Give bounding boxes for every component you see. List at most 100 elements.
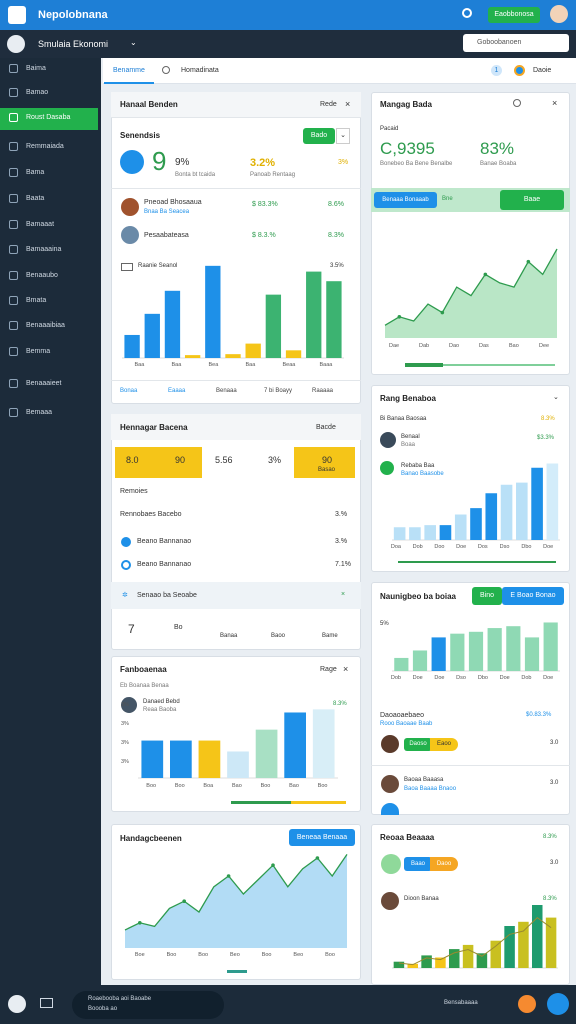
sidebar-item[interactable]: Bamaaaina (26, 246, 62, 253)
caption: Panoab Rentaag (250, 172, 296, 178)
x-tick-label: Boo (198, 952, 209, 958)
bottom-icon[interactable] (547, 993, 569, 1015)
x-tick-label: Boo (260, 783, 271, 789)
x-tick-label: Dob (521, 675, 532, 681)
workspace[interactable]: Smulaia Ekonomi (38, 39, 109, 49)
mail-icon[interactable] (40, 998, 53, 1008)
sidebar-item[interactable]: Bamao (26, 89, 49, 96)
pill[interactable]: Daoso (404, 738, 432, 751)
x-tick-label: Dso (499, 544, 510, 550)
icon-value: 7 (128, 622, 135, 636)
icon-label[interactable]: Banaa (220, 633, 238, 639)
strip-button[interactable]: Benaaa Bonaaab (374, 192, 437, 208)
sidebar-item[interactable]: Bemaaa (26, 409, 53, 416)
x-tick-label: Dbo (521, 544, 532, 550)
stat: 9% (175, 157, 190, 168)
tab[interactable]: Homadinata (181, 67, 219, 74)
pill[interactable]: Baao (404, 857, 432, 871)
search-input[interactable]: Goboobanoen (463, 34, 569, 52)
sidebar-icon (9, 271, 18, 280)
row-value: $3.3% (537, 435, 555, 441)
x-tick-label: Doe (499, 675, 510, 681)
sidebar-item[interactable]: Bama (26, 169, 45, 176)
bar (393, 527, 406, 540)
header-button[interactable]: Eaobbonosa (488, 7, 540, 23)
icon-label[interactable]: Bame (322, 633, 338, 639)
avatar (121, 697, 137, 713)
dropdown[interactable]: ⌄ (336, 128, 350, 144)
button[interactable]: Beneaa Benaaa (289, 829, 355, 846)
bar (409, 527, 421, 540)
bar-chart (392, 905, 558, 969)
pill[interactable]: Eaoo (430, 738, 458, 751)
bottom-icon[interactable] (8, 995, 26, 1013)
sidebar-item[interactable]: Benaaubo (26, 272, 58, 279)
sidebar-item[interactable]: Remmaiada (26, 143, 64, 150)
sidebar-icon (9, 168, 18, 177)
close[interactable]: × (343, 664, 349, 674)
bar (454, 514, 467, 540)
bar (312, 709, 335, 778)
x-tick-label: Dos (477, 544, 488, 550)
panel (371, 582, 570, 815)
tab-right[interactable]: Daoie (533, 67, 552, 74)
sidebar-item[interactable]: Bamaaat (26, 221, 55, 228)
button[interactable]: Bino (472, 587, 502, 605)
search[interactable] (513, 99, 521, 107)
tab[interactable]: Benamme (113, 67, 145, 74)
sidebar-item[interactable]: Roust Dasaba (26, 114, 71, 121)
bar (225, 354, 241, 358)
bar (516, 482, 528, 540)
bar (265, 294, 282, 358)
sidebar-icon (9, 113, 18, 122)
bottom-icon[interactable] (518, 995, 536, 1013)
panel-action[interactable]: Rede (320, 101, 337, 108)
caret[interactable]: ⌄ (130, 38, 137, 47)
point (397, 315, 402, 319)
footer-close[interactable]: × (341, 591, 346, 598)
icon-label[interactable]: Baoo (271, 633, 286, 639)
sidebar-icon (9, 64, 18, 73)
close[interactable]: × (552, 98, 558, 108)
pill[interactable]: Daoo (430, 857, 458, 871)
avatar[interactable] (550, 5, 568, 23)
search-icon[interactable] (462, 8, 472, 18)
x-tick-label: Bao (289, 783, 299, 789)
tab-icon[interactable] (514, 65, 525, 76)
bar (546, 463, 559, 540)
sidebar-item[interactable]: Benaaaieet (26, 380, 62, 387)
x-tick-label: Bao (232, 783, 242, 789)
sidebar-item[interactable]: Baata (26, 195, 45, 202)
button[interactable]: Baae (500, 190, 564, 210)
row-sub: Reaa Baoba (143, 707, 177, 713)
tab-search[interactable] (162, 66, 170, 74)
caret[interactable]: ⌄ (553, 394, 559, 401)
legend-item: Raaaaa (312, 388, 334, 394)
input[interactable] (72, 991, 224, 1019)
trend-line (398, 916, 552, 966)
avatar (381, 803, 399, 815)
point (271, 863, 275, 867)
x-tick-label: Doo (434, 544, 445, 550)
sidebar-item[interactable]: Baima (26, 65, 46, 72)
area-chart (384, 248, 558, 338)
bar (393, 961, 405, 968)
panel-action[interactable]: Bacde (316, 424, 336, 431)
row-name: Beano Bannanao (137, 561, 192, 568)
bar (412, 650, 428, 671)
button[interactable]: E Boao Bonao (502, 587, 564, 605)
icon-label[interactable]: Bo (174, 624, 183, 631)
range-handle[interactable] (405, 363, 443, 367)
row-name: Rennobaes Bacebo (120, 511, 182, 518)
button[interactable]: Bado (303, 128, 335, 144)
row-value: 8.3% (543, 896, 557, 902)
row-sub: Banao Baasobe (401, 471, 444, 477)
panel-action[interactable]: Rage (320, 666, 337, 673)
panel-title: Hanaal Benden (120, 100, 178, 109)
tile-value: 90 (322, 455, 333, 465)
sidebar-item[interactable]: Bemma (26, 348, 51, 355)
sidebar-item[interactable]: Bmata (26, 297, 47, 304)
close[interactable]: × (345, 99, 351, 109)
sidebar-item[interactable]: Benaaaibiaa (26, 322, 65, 329)
input-sub: Boooba ao (88, 1006, 118, 1012)
